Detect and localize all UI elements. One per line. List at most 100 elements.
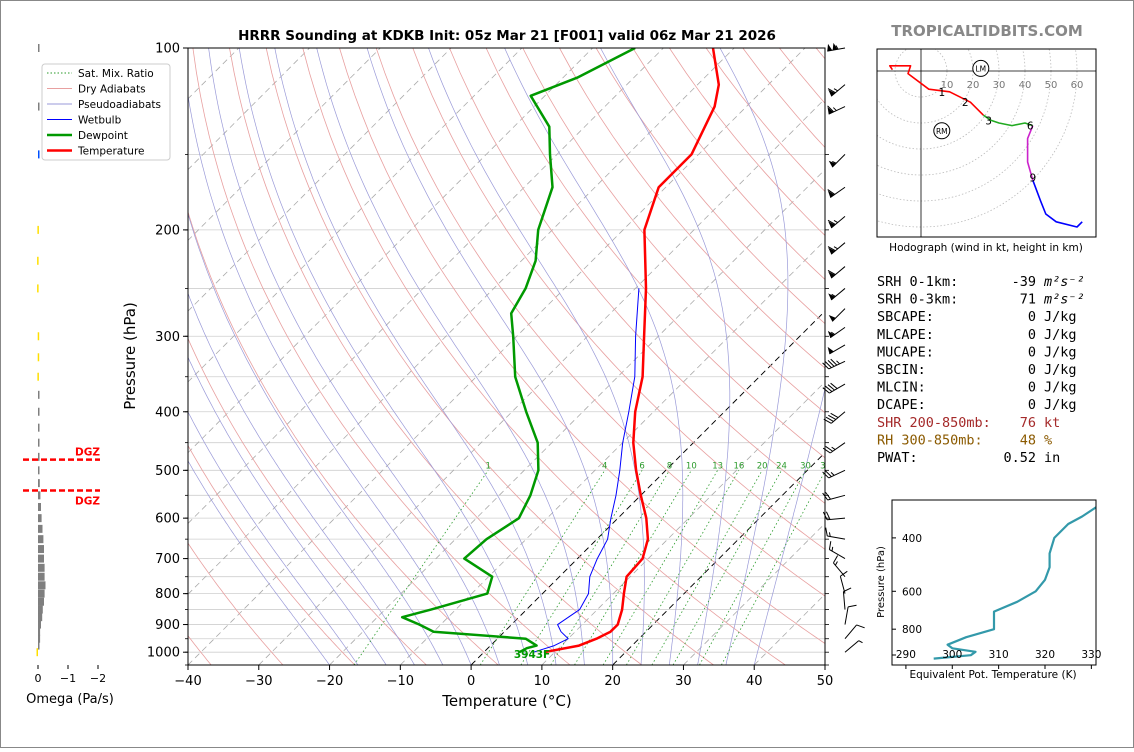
- stat-unit: in: [1044, 450, 1060, 466]
- stat-unit: J/kg: [1044, 344, 1077, 360]
- omega-xlabel: Omega (Pa/s): [26, 692, 114, 707]
- omega-bar: [38, 590, 45, 598]
- omega-bar: [38, 564, 45, 572]
- stat-unit: J/kg: [1044, 397, 1077, 413]
- mixing-ratio-label: 30: [800, 461, 811, 471]
- omega-bar: [38, 466, 40, 474]
- omega-bar: [37, 648, 39, 656]
- omega-tick-label: −2: [90, 672, 106, 685]
- skewt-xlabel: Temperature (°C): [441, 692, 571, 710]
- stat-unit: %: [1044, 432, 1052, 448]
- stat-label: MLCAPE:: [877, 327, 934, 343]
- omega-bar: [38, 514, 42, 522]
- stat-value: 0: [1028, 362, 1036, 378]
- theta-e-xtick-label: 310: [989, 649, 1009, 661]
- stat-label: MLCIN:: [877, 380, 926, 396]
- y-tick-label: 600: [155, 512, 180, 527]
- storm-motion-label: LM: [975, 64, 986, 73]
- legend-label: Wetbulb: [78, 115, 122, 127]
- legend-label: Temperature: [77, 146, 145, 158]
- theta-e-xlabel: Equivalent Pot. Temperature (K): [909, 669, 1076, 681]
- hodograph-ring-label: 30: [993, 80, 1006, 91]
- omega-bar: [38, 503, 41, 511]
- y-tick-label: 100: [155, 42, 180, 57]
- stat-unit: J/kg: [1044, 380, 1077, 396]
- hodograph-height-label: 1: [938, 87, 945, 99]
- omega-bar: [38, 44, 40, 52]
- omega-bar: [38, 491, 40, 499]
- omega-bar: [38, 439, 40, 447]
- omega-bar: [38, 479, 40, 487]
- mixing-ratio-label: 24: [776, 461, 787, 471]
- omega-bar: [38, 555, 44, 563]
- stat-value: 0: [1028, 309, 1036, 325]
- omega-bar: [38, 391, 40, 399]
- stat-unit: J/kg: [1044, 309, 1077, 325]
- stat-label: SHR 200-850mb:: [877, 415, 991, 431]
- x-tick-label: 10: [534, 674, 551, 689]
- omega-bar: [38, 453, 40, 461]
- x-tick-label: 30: [675, 674, 692, 689]
- y-tick-label: 400: [155, 405, 180, 420]
- stat-label: DCAPE:: [877, 397, 926, 413]
- omega-bar: [38, 103, 40, 111]
- hodograph-ring-label: 60: [1071, 80, 1084, 91]
- stat-unit: J/kg: [1044, 362, 1077, 378]
- stat-value: 0.52: [1003, 450, 1036, 466]
- hodograph-ring-label: 40: [1019, 80, 1032, 91]
- mixing-ratio-label: 4: [602, 461, 607, 471]
- storm-motion-label: RM: [936, 127, 948, 136]
- skewt-ylabel: Pressure (hPa): [121, 302, 139, 410]
- mixing-ratio-label: 20: [757, 461, 768, 471]
- mixing-ratio-label: 6: [639, 461, 644, 471]
- sbcape-annotation: 3943F: [514, 649, 550, 661]
- theta-e-xtick-label: 330: [1081, 649, 1101, 661]
- stat-unit: m²s⁻²: [1043, 292, 1085, 308]
- x-tick-label: −40: [174, 674, 201, 689]
- theta-e-xtick-label: 300: [942, 649, 962, 661]
- omega-bar: [38, 581, 46, 589]
- hodograph-ring-label: 50: [1045, 80, 1058, 91]
- omega-bar: [38, 408, 40, 416]
- x-tick-label: 50: [817, 674, 834, 689]
- theta-e-xtick-label: 320: [1035, 649, 1055, 661]
- hodograph-height-label: 3: [985, 115, 992, 127]
- stat-label: SBCAPE:: [877, 309, 934, 325]
- omega-bar: [38, 525, 43, 533]
- stat-label: SRH 0-3km:: [877, 292, 958, 308]
- stat-value: 48: [1020, 432, 1036, 448]
- stat-label: SRH 0-1km:: [877, 274, 958, 290]
- omega-bar: [37, 284, 39, 292]
- mixing-ratio-label: 8: [667, 461, 672, 471]
- stat-label: MUCAPE:: [877, 344, 934, 360]
- theta-e-ytick-label: 800: [902, 624, 922, 636]
- theta-e-ytick-label: 600: [902, 586, 922, 598]
- omega-bar: [38, 353, 40, 361]
- omega-bar: [38, 635, 40, 643]
- omega-bar: [38, 613, 42, 621]
- x-tick-label: 0: [467, 674, 475, 689]
- y-tick-label: 200: [155, 223, 180, 238]
- stat-unit: J/kg: [1044, 327, 1077, 343]
- omega-tick-label: 0: [35, 672, 42, 685]
- x-tick-label: 20: [604, 674, 621, 689]
- dgz-label: DGZ: [75, 496, 100, 508]
- theta-e-ytick-label: 400: [902, 533, 922, 545]
- hodograph-height-label: 6: [1027, 121, 1034, 133]
- stat-value: 0: [1028, 380, 1036, 396]
- stat-label: RH 300-850mb:: [877, 432, 983, 448]
- x-tick-label: −10: [387, 674, 414, 689]
- y-tick-label: 300: [155, 330, 180, 345]
- omega-bar: [37, 226, 39, 234]
- hodograph-height-label: 9: [1029, 173, 1036, 185]
- omega-bar: [38, 535, 43, 543]
- x-tick-label: −20: [316, 674, 343, 689]
- x-tick-label: 40: [746, 674, 763, 689]
- y-tick-label: 500: [155, 464, 180, 479]
- omega-bar: [38, 424, 40, 432]
- omega-bar: [37, 373, 39, 381]
- omega-bar: [38, 606, 43, 614]
- mixing-ratio-label: 1: [485, 461, 490, 471]
